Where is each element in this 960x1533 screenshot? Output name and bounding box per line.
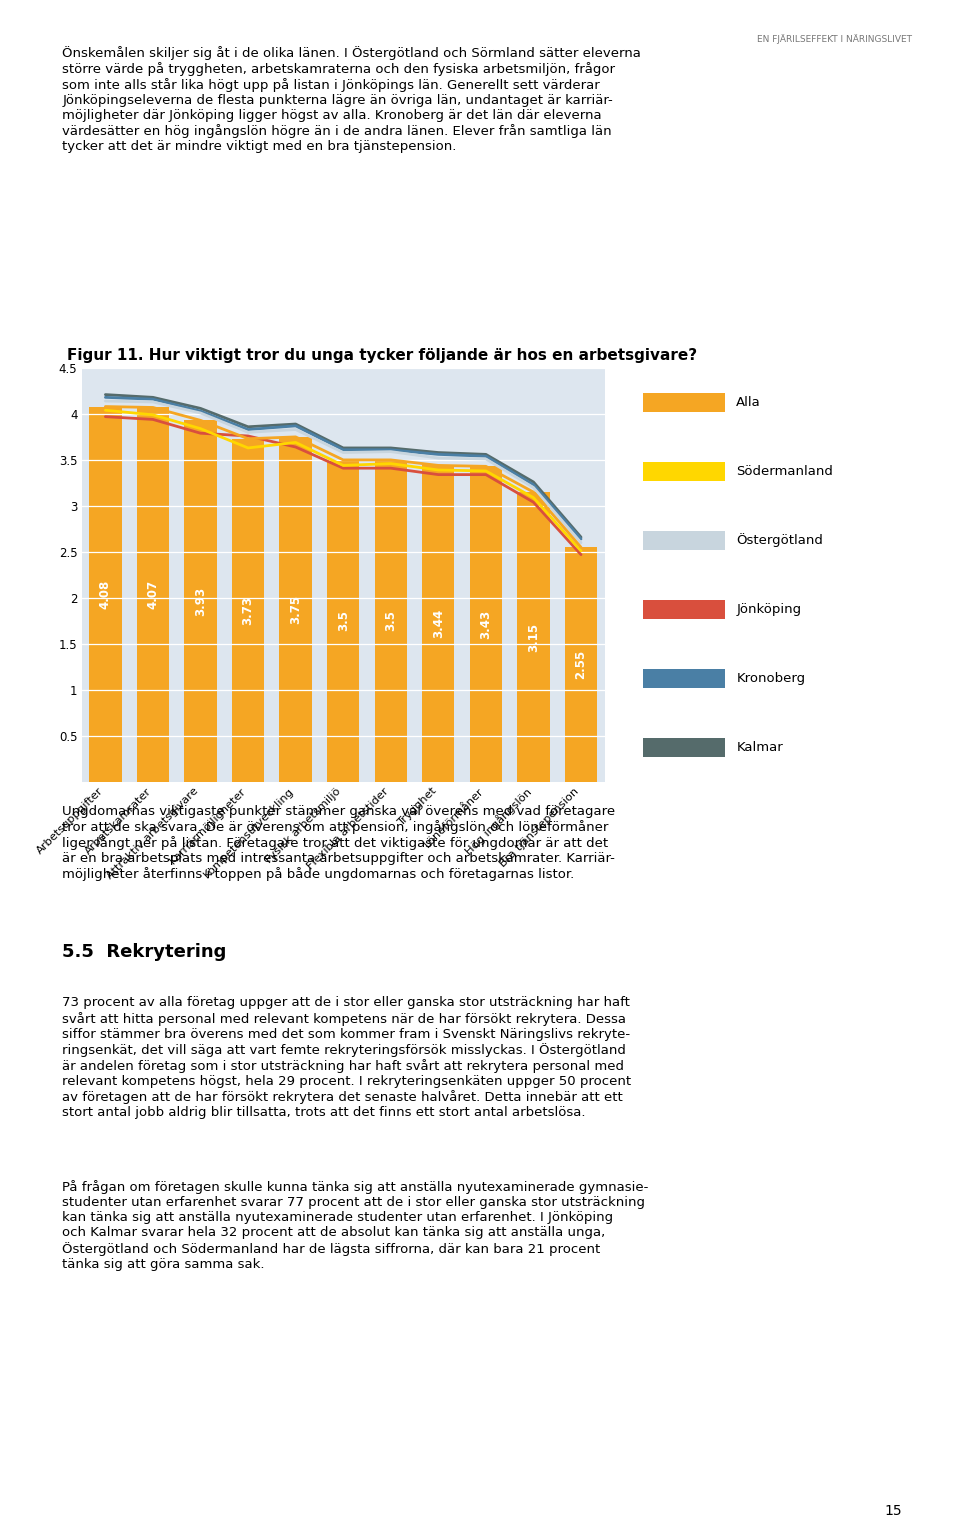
Text: Jönköping: Jönköping <box>736 602 802 616</box>
Bar <box>279 437 312 782</box>
Bar <box>184 420 217 782</box>
Text: 5.5  Rekrytering: 5.5 Rekrytering <box>62 943 227 961</box>
Text: 3.5: 3.5 <box>384 610 397 632</box>
Text: 3.93: 3.93 <box>194 587 207 616</box>
Text: Alla: Alla <box>736 396 761 409</box>
Text: 3.43: 3.43 <box>479 610 492 639</box>
Text: 3.15: 3.15 <box>527 622 540 652</box>
Text: Södermanland: Södermanland <box>736 464 833 478</box>
Bar <box>89 406 122 782</box>
Text: Önskemålen skiljer sig åt i de olika länen. I Östergötland och Sörmland sätter e: Önskemålen skiljer sig åt i de olika län… <box>62 46 641 153</box>
Text: Kronoberg: Kronoberg <box>736 671 805 685</box>
Bar <box>564 547 597 782</box>
Bar <box>136 408 169 782</box>
Text: På frågan om företagen skulle kunna tänka sig att anställa nyutexaminerade gymna: På frågan om företagen skulle kunna tänk… <box>62 1180 649 1271</box>
Text: Kalmar: Kalmar <box>736 740 783 754</box>
Text: Figur 11. Hur viktigt tror du unga tycker följande är hos en arbetsgivare?: Figur 11. Hur viktigt tror du unga tycke… <box>67 348 697 363</box>
Text: Östergötland: Östergötland <box>736 533 823 547</box>
Bar <box>422 466 454 782</box>
Text: 3.5: 3.5 <box>337 610 349 632</box>
Text: 3.44: 3.44 <box>432 609 444 638</box>
Text: 73 procent av alla företag uppger att de i stor eller ganska stor utsträckning h: 73 procent av alla företag uppger att de… <box>62 996 632 1119</box>
Text: EN FJÄRILSEFFEKT I NÄRINGSLIVET: EN FJÄRILSEFFEKT I NÄRINGSLIVET <box>757 34 912 43</box>
Bar <box>327 460 359 782</box>
Text: 3.73: 3.73 <box>242 596 254 625</box>
Text: 15: 15 <box>885 1504 902 1518</box>
Bar <box>374 460 407 782</box>
Text: 4.07: 4.07 <box>147 579 159 609</box>
Bar <box>517 492 550 782</box>
Bar <box>469 466 502 782</box>
Bar <box>232 438 264 782</box>
Text: Ungdomarnas viktigaste punkter stämmer ganska väl överens med vad företagare
tro: Ungdomarnas viktigaste punkter stämmer g… <box>62 805 615 881</box>
Text: 4.08: 4.08 <box>99 579 112 609</box>
Text: 2.55: 2.55 <box>574 650 588 679</box>
Text: 3.75: 3.75 <box>289 595 302 624</box>
